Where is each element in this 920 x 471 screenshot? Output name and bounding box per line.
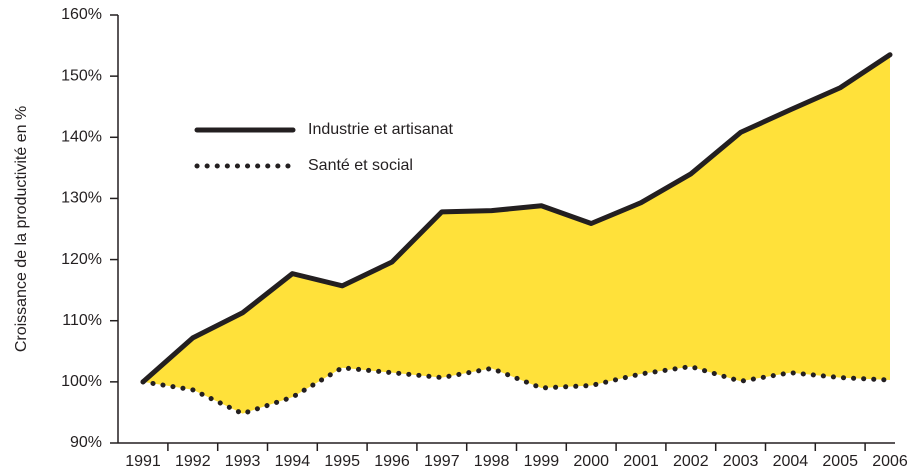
x-tick-label: 2000 <box>573 453 609 470</box>
legend-label: Santé et social <box>308 157 413 174</box>
x-tick-label: 1997 <box>424 453 460 470</box>
x-tick-label: 1998 <box>474 453 510 470</box>
x-tick-label: 1993 <box>225 453 261 470</box>
x-tick-label: 1995 <box>324 453 360 470</box>
y-tick-label: 110% <box>62 312 102 329</box>
x-tick-label: 2005 <box>822 453 858 470</box>
y-tick-label: 130% <box>61 190 102 207</box>
area-between <box>143 54 890 414</box>
x-tick-label: 2006 <box>872 453 908 470</box>
x-tick-label: 1999 <box>524 453 560 470</box>
legend-label: Industrie et artisanat <box>308 121 454 138</box>
x-tick-label: 1991 <box>125 453 161 470</box>
y-tick-label: 120% <box>61 251 102 268</box>
x-tick-label: 2003 <box>723 453 759 470</box>
x-tick-label: 1994 <box>275 453 311 470</box>
x-tick-label: 2002 <box>673 453 709 470</box>
y-tick-label: 100% <box>61 373 102 390</box>
y-tick-label: 140% <box>61 129 102 146</box>
x-tick-label: 2001 <box>623 453 659 470</box>
y-tick-label: 90% <box>70 434 102 451</box>
x-tick-label: 2004 <box>773 453 809 470</box>
x-tick-label: 1996 <box>374 453 410 470</box>
y-tick-label: 160% <box>61 6 102 23</box>
series-line <box>140 52 893 385</box>
y-tick-label: 150% <box>61 67 102 84</box>
y-axis-label: Croissance de la productivité en % <box>13 106 30 352</box>
x-tick-label: 1992 <box>175 453 211 470</box>
series-line <box>140 364 893 417</box>
